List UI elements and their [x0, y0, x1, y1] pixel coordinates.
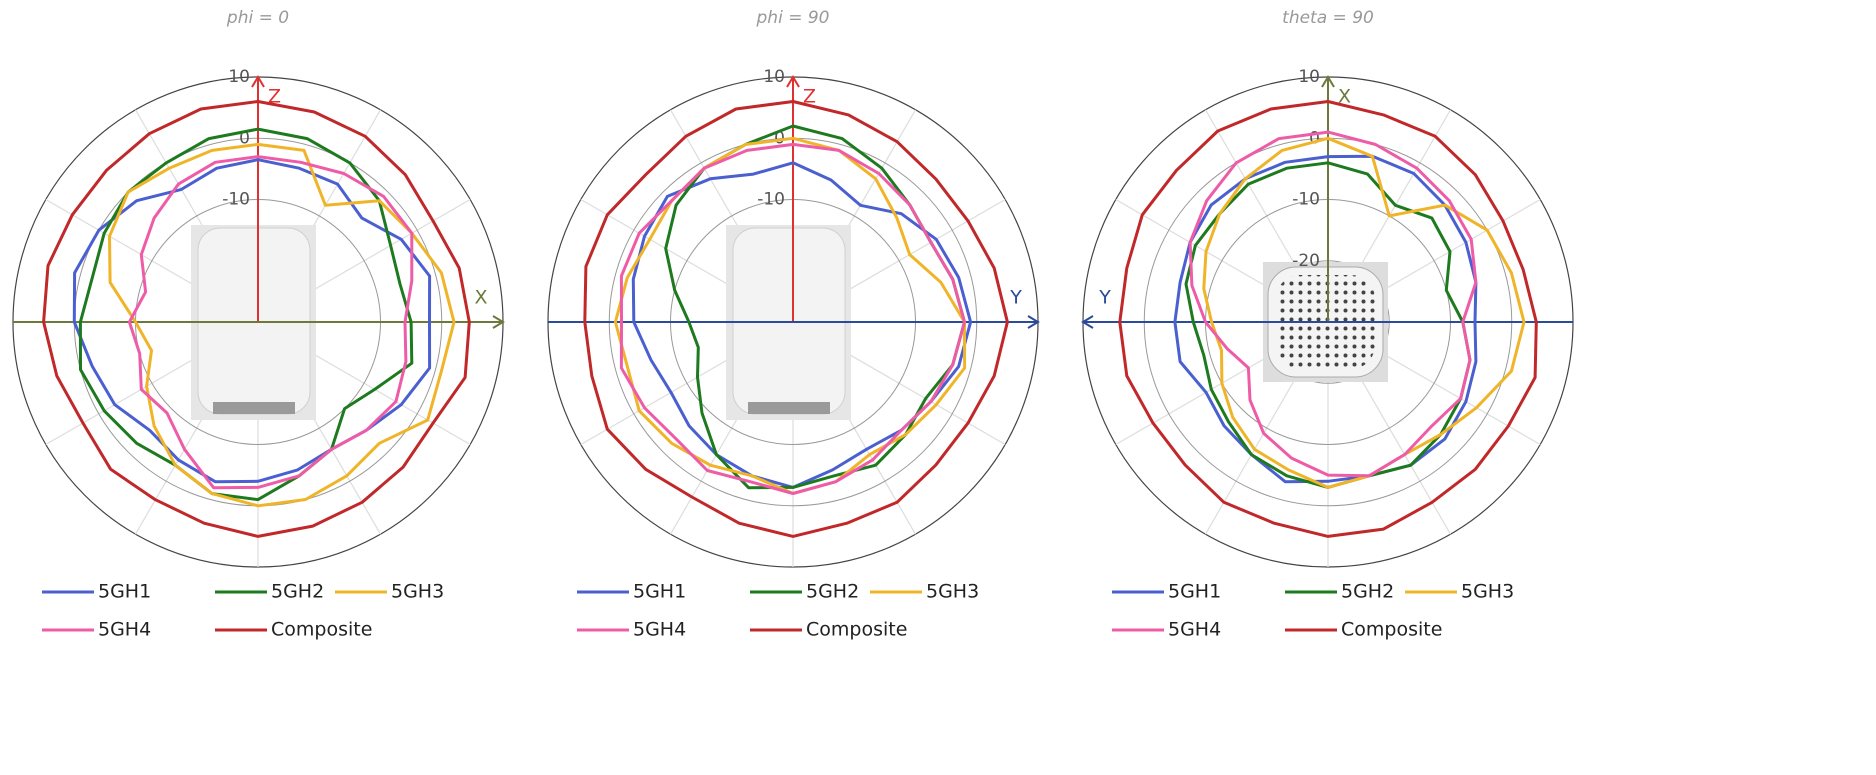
legend-label: 5GH2 [271, 581, 324, 603]
r-tick-label: 10 [228, 67, 250, 87]
side-arrow [1081, 315, 1094, 329]
polar-chart: phi = 0 Z X -10 0 10 5GH1 5GH2 5GH3 5GH4 Composite [12, 8, 505, 641]
series-line [42, 100, 471, 538]
legend-label: 5GH3 [926, 581, 979, 603]
device-vent [748, 402, 830, 414]
up-axis-label: Z [803, 86, 816, 108]
device-vent [213, 402, 295, 414]
up-arrow [1321, 75, 1335, 88]
series-line [127, 155, 414, 490]
legend-label: 5GH4 [1168, 619, 1221, 641]
series-line [1118, 100, 1538, 538]
side-axis-label: X [474, 287, 487, 309]
r-tick-label: -10 [757, 190, 785, 210]
r-tick-label: 10 [763, 67, 785, 87]
legend-label: Composite [806, 619, 907, 641]
series-line [619, 142, 966, 495]
series-line [583, 100, 1009, 538]
up-arrow [786, 75, 800, 88]
legend-label: 5GH3 [391, 581, 444, 603]
r-tick-label: -10 [1292, 190, 1320, 210]
side-axis-label: Y [1009, 287, 1022, 309]
r-tick-label: 0 [774, 128, 785, 148]
chart-title: phi = 0 [226, 8, 289, 28]
series-line [1202, 136, 1526, 489]
side-arrow [1027, 315, 1040, 329]
r-tick-label: -10 [222, 190, 250, 210]
legend-label: 5GH1 [633, 581, 686, 603]
legend-label: 5GH2 [806, 581, 859, 603]
up-axis-label: X [1338, 86, 1351, 108]
chart-title: theta = 90 [1282, 8, 1374, 28]
side-arrow [492, 315, 505, 329]
up-arrow [251, 75, 265, 88]
side-axis-label: Y [1098, 287, 1111, 309]
r-tick-label: 10 [1298, 67, 1320, 87]
chart-title: phi = 90 [756, 8, 830, 28]
series-line [72, 158, 432, 484]
series-line [78, 127, 414, 502]
r-tick-label: 0 [1309, 128, 1320, 148]
series-line [1188, 130, 1478, 478]
up-axis-label: Z [268, 86, 281, 108]
legend-label: 5GH2 [1341, 581, 1394, 603]
polar-chart: theta = 90 X Y -20 -10 0 10 5GH1 5GH2 5GH3 5GH4 Com… [1081, 8, 1574, 641]
r-tick-label: 0 [239, 128, 250, 148]
legend-label: 5GH1 [1168, 581, 1221, 603]
legend-label: 5GH4 [633, 619, 686, 641]
r-tick-label: -20 [1292, 251, 1320, 271]
polar-chart: phi = 90 Z Y -10 0 10 5GH1 5GH2 5GH3 5GH4 Composit… [547, 8, 1040, 641]
legend-label: Composite [1341, 619, 1442, 641]
legend-label: Composite [271, 619, 372, 641]
legend-label: 5GH4 [98, 619, 151, 641]
legend-label: 5GH1 [98, 581, 151, 603]
legend-label: 5GH3 [1461, 581, 1514, 603]
